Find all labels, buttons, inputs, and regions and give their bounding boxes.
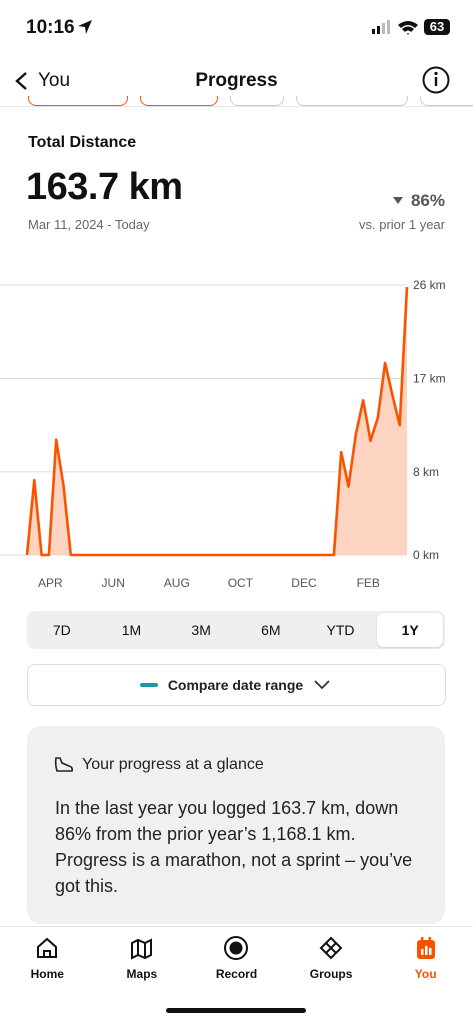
tab-glyph <box>130 938 152 960</box>
compare-swatch <box>139 683 158 687</box>
change-text: 86% <box>410 191 445 210</box>
range-option[interactable]: 1Y <box>377 613 443 647</box>
down-arrow <box>392 197 403 204</box>
back-label: You <box>38 70 71 91</box>
summary-label: Total Distance <box>28 134 137 151</box>
x-tick-label: OCT <box>228 576 254 590</box>
tab-glyph <box>319 936 343 960</box>
range-option[interactable]: 6M <box>261 622 281 638</box>
chart: 0 km 8 km 17 km 26 km APR JUN AUG OCT DEC FEB <box>0 278 446 590</box>
nav-title: Progress <box>195 70 278 91</box>
tab-glyph <box>416 937 435 959</box>
tab-label: Home <box>30 967 64 981</box>
tab-glyph <box>224 936 249 960</box>
tab[interactable]: Maps <box>95 927 190 991</box>
x-tick-label: DEC <box>291 576 317 590</box>
x-tick-label: JUN <box>102 576 125 590</box>
tab[interactable]: Home <box>0 927 95 991</box>
tab-icon <box>223 935 249 961</box>
home-indicator <box>166 1008 306 1013</box>
divider <box>0 106 473 107</box>
tab[interactable]: Record <box>189 927 284 991</box>
glance-card <box>27 726 445 924</box>
tab-label: You <box>414 967 437 981</box>
tab[interactable]: Groups <box>284 927 379 991</box>
tab-icon <box>34 935 60 961</box>
location-icon <box>78 20 92 34</box>
comparison: vs. prior 1 year <box>359 217 445 232</box>
tab-icon <box>413 935 439 961</box>
range-option[interactable]: 1M <box>121 622 142 638</box>
tab-glyph <box>37 937 58 958</box>
tab-icon <box>318 935 344 961</box>
line <box>25 287 409 557</box>
area <box>27 287 407 555</box>
glance-body: In the last year you logged 163.7 km, do… <box>55 798 413 896</box>
back-button[interactable]: You <box>12 68 70 94</box>
y-tick-label: 0 km <box>413 548 439 562</box>
range-selector: 7D 1M 3M 6M YTD 1Y <box>27 611 445 649</box>
glance-title: Your progress at a glance <box>82 756 264 773</box>
status-time: 10:16 <box>26 17 75 38</box>
tabs: Home Maps Record Groups You <box>0 927 473 997</box>
summary-change: 86% <box>392 191 445 211</box>
tab-label: Groups <box>309 967 353 981</box>
date-range: Mar 11, 2024 - Today <box>28 217 150 232</box>
y-tick-label: 8 km <box>413 465 439 479</box>
tab-label: Maps <box>126 967 158 981</box>
y-tick-label: 26 km <box>413 278 446 292</box>
range-option[interactable]: 7D <box>52 622 71 638</box>
summary-value: 163.7 km <box>26 166 183 208</box>
tab[interactable]: You <box>378 927 473 991</box>
x-tick-label: FEB <box>357 576 380 590</box>
battery: 63 <box>424 19 450 35</box>
x-tick-label: AUG <box>164 576 190 590</box>
signal-wifi <box>372 20 418 35</box>
chevron-down <box>314 680 330 690</box>
filter-chips <box>0 96 473 106</box>
shoe-icon <box>54 757 73 772</box>
range-option[interactable]: YTD <box>326 622 355 638</box>
compare-label: Compare date range <box>167 677 304 693</box>
range-option[interactable]: 3M <box>191 622 211 638</box>
x-tick-label: APR <box>38 576 63 590</box>
tab-icon <box>129 935 155 961</box>
y-tick-label: 17 km <box>413 371 446 385</box>
compare-button[interactable]: Compare date range <box>27 664 446 706</box>
tab-label: Record <box>215 967 258 981</box>
info-button[interactable] <box>421 65 451 95</box>
back-chevron <box>15 72 27 90</box>
